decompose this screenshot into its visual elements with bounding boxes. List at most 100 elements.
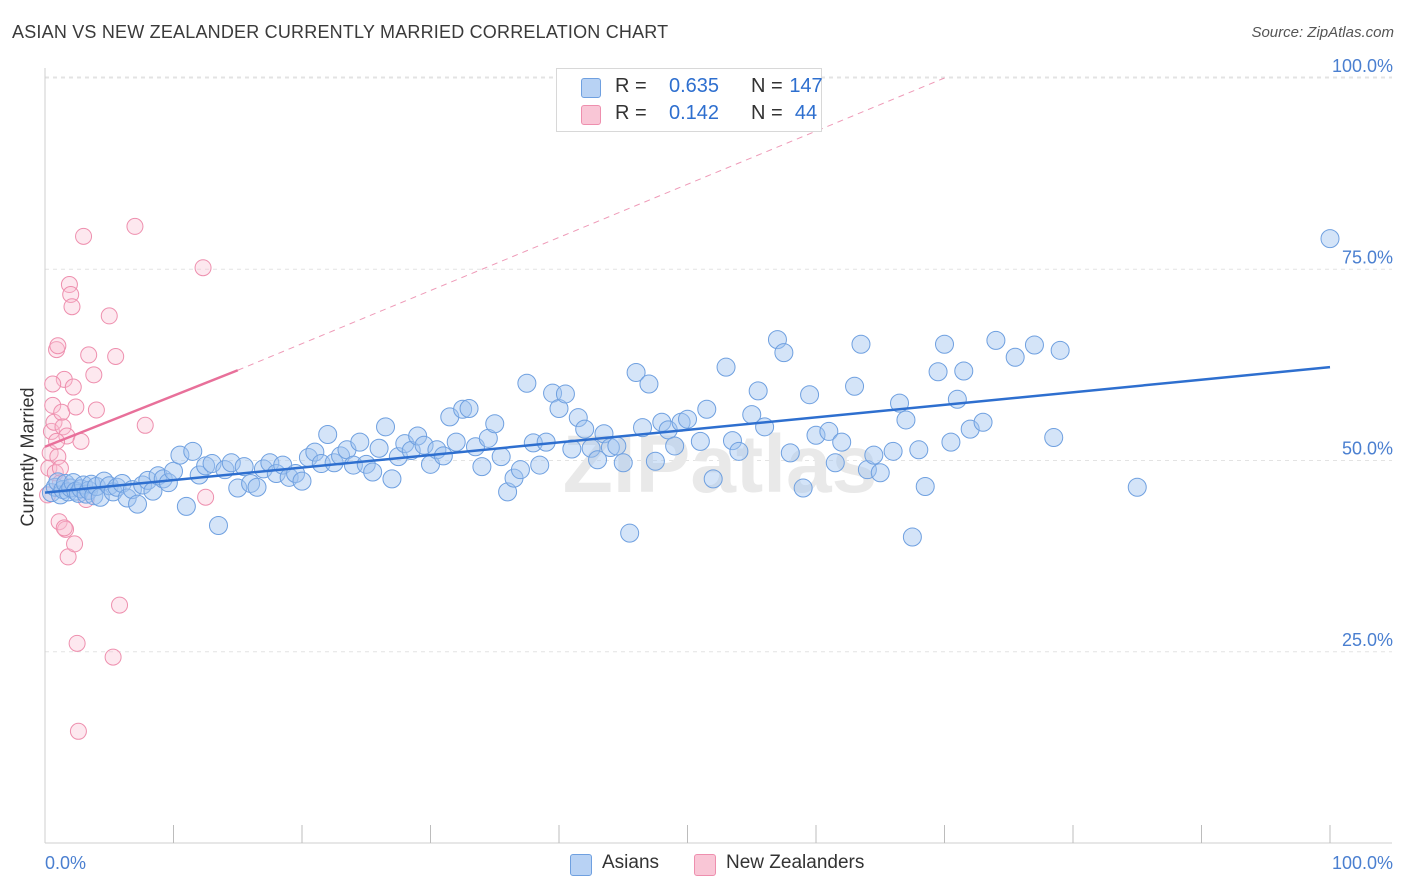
asians-point (748, 381, 768, 401)
asians-point (510, 460, 530, 480)
legend-r-label: R = (615, 102, 647, 124)
new-zealanders-point (67, 398, 85, 416)
asians-point (633, 418, 653, 438)
asians-point (896, 410, 916, 430)
asians-point (491, 447, 511, 467)
asians-point (864, 445, 884, 465)
new-zealanders-point (75, 227, 93, 245)
asians-point (678, 409, 697, 429)
asians-point (1050, 340, 1070, 360)
asians-point (401, 441, 421, 461)
asians-point (363, 462, 383, 482)
asians-point (909, 440, 929, 460)
asians-point (793, 478, 813, 498)
asians-point (620, 523, 640, 543)
asians-point (639, 374, 659, 394)
asians-point (446, 432, 466, 452)
asians-point (986, 330, 1006, 350)
asians-point (954, 361, 974, 381)
asians-point (350, 432, 370, 452)
asians-point (568, 408, 588, 428)
tick-labels: 25.0% 50.0% 75.0% 100.0% 0.0% 100.0% (45, 56, 1393, 873)
asians-point (845, 376, 865, 396)
asians-point (973, 412, 993, 432)
new-zealanders-point (87, 401, 105, 419)
new-zealanders-point (85, 366, 103, 384)
asians-point (318, 424, 338, 444)
asians-point (170, 445, 190, 465)
asians-point (176, 496, 196, 516)
asians-point (774, 343, 794, 363)
asians-point (800, 385, 820, 405)
asians-trendline (44, 365, 1331, 494)
asians-point (1044, 428, 1064, 448)
correlation-legend: R = 0.635 N = 147 R = 0.142 N = 44 (556, 68, 823, 132)
asians-point (221, 453, 241, 473)
new-zealanders-point (63, 298, 81, 316)
bottom-legend-label-asians: Asians (602, 852, 660, 873)
asians-point (851, 334, 871, 354)
new-zealanders-point (197, 488, 215, 506)
asians-point (645, 451, 665, 471)
asians-point (247, 477, 267, 497)
new-zealanders-point (55, 519, 73, 537)
bottom-legend-swatch-asians (570, 854, 592, 876)
asians-point (832, 432, 852, 452)
source-label: Source: ZipAtlas.com (1251, 24, 1394, 41)
asians-point (819, 421, 839, 441)
bottom-legend-label-new-zealanders: New Zealanders (726, 852, 865, 873)
asians-point (228, 478, 248, 498)
asians-point (376, 417, 396, 437)
y-tick-label: 75.0% (1342, 247, 1393, 267)
legend-n-value: 147 (789, 75, 823, 97)
asians-point (825, 453, 845, 473)
asians-point (902, 527, 922, 547)
asians-point (453, 399, 473, 419)
asians-point (408, 426, 428, 446)
legend-r-value: 0.635 (668, 75, 720, 97)
asians-point (703, 469, 723, 489)
new-zealanders-point (194, 259, 212, 277)
x-tick-label: 100.0% (1332, 853, 1393, 873)
asians-point (459, 398, 479, 418)
asians-point (883, 441, 903, 461)
asians-point (369, 438, 389, 458)
asians-point (665, 436, 685, 456)
new-zealanders-point (53, 403, 71, 421)
asians-point (722, 431, 742, 451)
y-axis-label: Currently Married (17, 387, 38, 527)
asians-point (208, 516, 228, 536)
chart-title: ASIAN VS NEW ZEALANDER CURRENTLY MARRIED… (12, 22, 669, 42)
new-zealanders-point (62, 285, 80, 303)
trendlines (44, 77, 1331, 494)
asians-point (1005, 347, 1025, 367)
asians-point (164, 461, 183, 481)
asians-point (941, 432, 961, 452)
asians-point (780, 443, 800, 463)
new-zealanders-point (64, 378, 82, 396)
asians-point (947, 389, 967, 409)
asians-point (690, 431, 710, 451)
legend-n-label: N = (751, 102, 783, 124)
asians-point (138, 470, 158, 490)
new-zealanders-point (44, 375, 62, 393)
asians-point (414, 435, 434, 455)
asians-point (433, 446, 453, 466)
new-zealanders-point (44, 396, 62, 414)
new-zealanders-point (80, 346, 98, 364)
x-tick-label: 0.0% (45, 853, 86, 873)
asians-point (928, 362, 948, 382)
asians-point (806, 425, 826, 445)
new-zealanders-point (104, 648, 122, 666)
asians-point (1127, 477, 1147, 497)
asians-point (697, 399, 717, 419)
asians-point (613, 453, 633, 473)
legend-n-label: N = (751, 75, 783, 97)
asians-point (857, 460, 877, 480)
asians-point (485, 414, 505, 434)
asians-point (729, 441, 749, 461)
new-zealanders-point (69, 722, 87, 740)
asians-point (549, 398, 569, 418)
new-zealanders-point (49, 337, 67, 355)
